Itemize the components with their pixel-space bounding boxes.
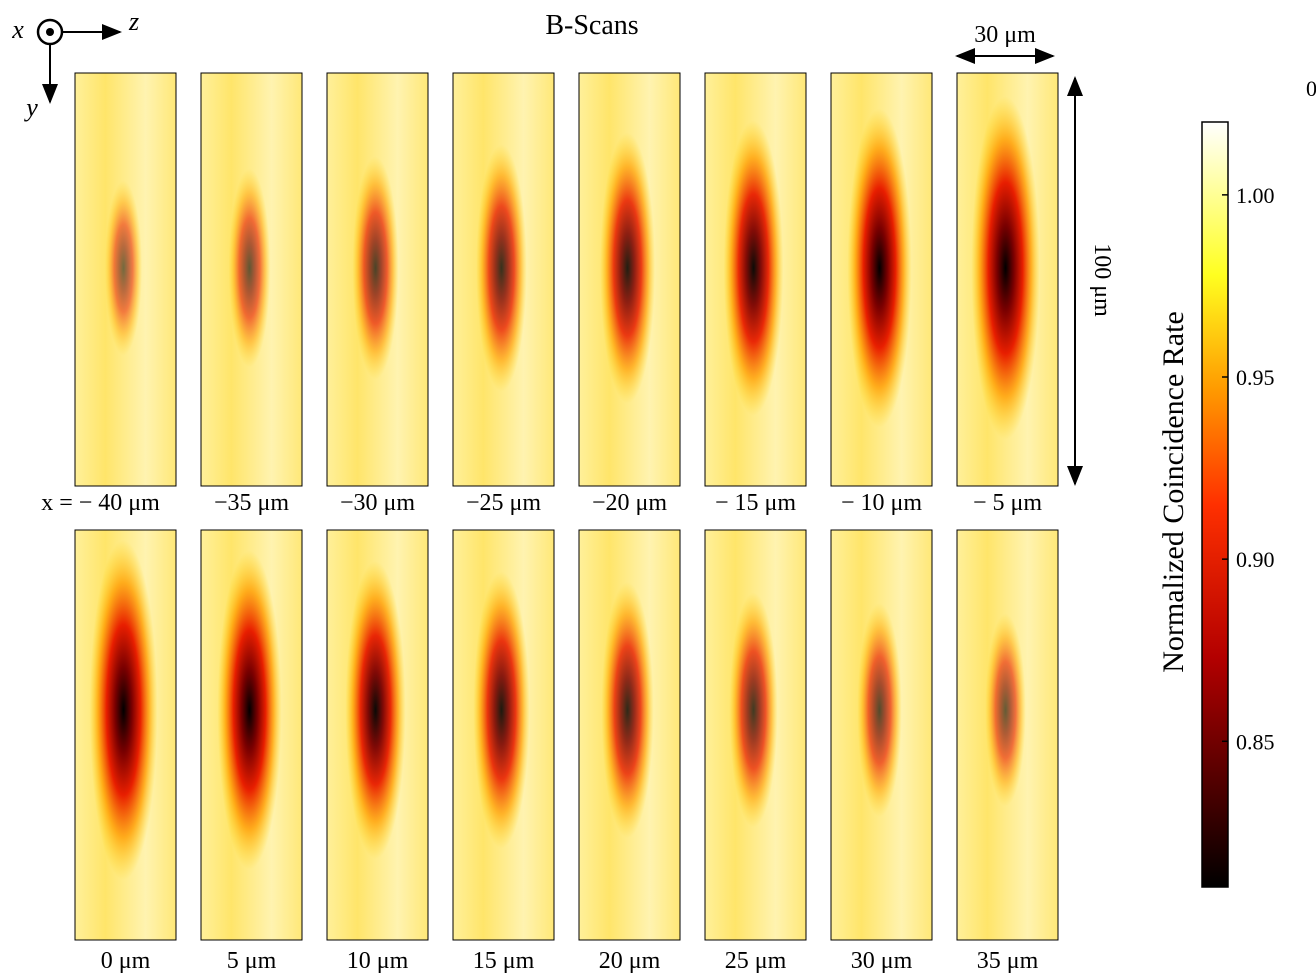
panel-label: 20 μm — [599, 948, 661, 974]
b-scan: − 5 μm — [956, 72, 1059, 516]
panel-label: −25 μm — [466, 490, 541, 516]
panel-label: − 10 μm — [841, 490, 922, 516]
colorbar — [1201, 121, 1229, 888]
b-scan: 15 μm — [452, 529, 555, 974]
panel-label: 30 μm — [851, 948, 913, 974]
b-scan: 35 μm — [956, 529, 1059, 974]
b-scan-spot — [971, 96, 1040, 440]
panel-label: 10 μm — [347, 948, 409, 974]
colorbar-label: Normalized Coincidence Rate — [1157, 311, 1190, 673]
b-scan: 10 μm — [326, 529, 429, 974]
panel-label: − 5 μm — [973, 490, 1042, 516]
b-scan-spot — [352, 156, 399, 380]
b-scan-frame — [704, 72, 807, 487]
b-scan: 30 μm — [830, 529, 933, 974]
b-scan-frame — [452, 529, 555, 941]
colorbar-ticks: 1.00 0.95 0.90 0.85 — [1222, 183, 1275, 754]
panel-label: −30 μm — [340, 490, 415, 516]
b-scan-frame — [578, 72, 681, 487]
b-scan-frame — [956, 72, 1059, 487]
b-scan-frame — [578, 529, 681, 941]
b-scan-spot — [476, 144, 527, 392]
axis-icon — [46, 28, 54, 36]
b-scan: −30 μm — [326, 72, 429, 516]
b-scan-spot — [473, 571, 530, 849]
b-scan-frame — [74, 72, 177, 487]
b-scan-frame — [326, 529, 429, 941]
panel-label: 25 μm — [725, 948, 787, 974]
panel-label: 15 μm — [473, 948, 535, 974]
scale-label: 30 μm — [974, 22, 1036, 48]
b-scan: 20 μm — [578, 529, 681, 974]
colorbar-tick-label: 0.95 — [1236, 365, 1275, 390]
b-scan-frame — [956, 529, 1059, 941]
b-scan: − 15 μm — [704, 72, 807, 516]
b-scan: −20 μm — [578, 72, 681, 516]
panel-label: 5 μm — [227, 948, 277, 974]
colorbar-tick-label: 0.85 — [1236, 729, 1275, 754]
b-scan-spot — [89, 540, 158, 880]
axis-z: z — [128, 7, 139, 36]
b-scan: 25 μm — [704, 529, 807, 974]
b-scan-spot — [217, 550, 282, 870]
b-scan-spot — [104, 180, 143, 356]
colorbar-tick-label: 0.90 — [1236, 547, 1275, 572]
b-scan-spot — [228, 168, 271, 368]
b-scan-spot — [729, 592, 778, 828]
panel-label: − 15 μm — [715, 490, 796, 516]
b-scan-frame — [200, 72, 303, 487]
axis-x: x — [11, 15, 24, 44]
b-scan-frame — [326, 72, 429, 487]
b-scan: 0 μm — [74, 529, 177, 974]
b-scan-frame — [74, 529, 177, 941]
b-scan-spot — [847, 108, 912, 428]
panel-label: 35 μm — [977, 948, 1039, 974]
b-scan: 5 μm — [200, 529, 303, 974]
title: B-Scans — [545, 10, 638, 41]
b-scan-spot — [601, 582, 654, 838]
b-scan: −25 μm — [452, 72, 555, 516]
b-scan-frame — [200, 529, 303, 941]
panels: x = − 40 μm −35 μm −30 μm −25 μm −20 μm − 15 … — [41, 72, 1059, 974]
colorbar-tick-label: 1.00 — [1236, 183, 1275, 208]
panel-label: −35 μm — [214, 490, 289, 516]
corner-text: 0 — [1306, 76, 1316, 101]
scale-label: 100 μm — [1089, 243, 1115, 317]
b-scan-frame — [830, 529, 933, 941]
b-scan-frame — [830, 72, 933, 487]
panel-label: −20 μm — [592, 490, 667, 516]
b-scan: −35 μm — [200, 72, 303, 516]
panel-label: x = − 40 μm — [41, 490, 160, 516]
axis-y: y — [23, 93, 38, 122]
b-scan-frame — [452, 72, 555, 487]
b-scan-spot — [723, 120, 784, 416]
b-scan-frame — [704, 529, 807, 941]
panel-label: 0 μm — [101, 948, 151, 974]
b-scan: x = − 40 μm — [41, 72, 177, 516]
b-scan-spot — [985, 613, 1026, 807]
b-scan-spot — [599, 132, 656, 404]
b-scan-spot — [857, 603, 902, 817]
b-scan: − 10 μm — [830, 72, 933, 516]
b-scan-spot — [345, 561, 406, 859]
